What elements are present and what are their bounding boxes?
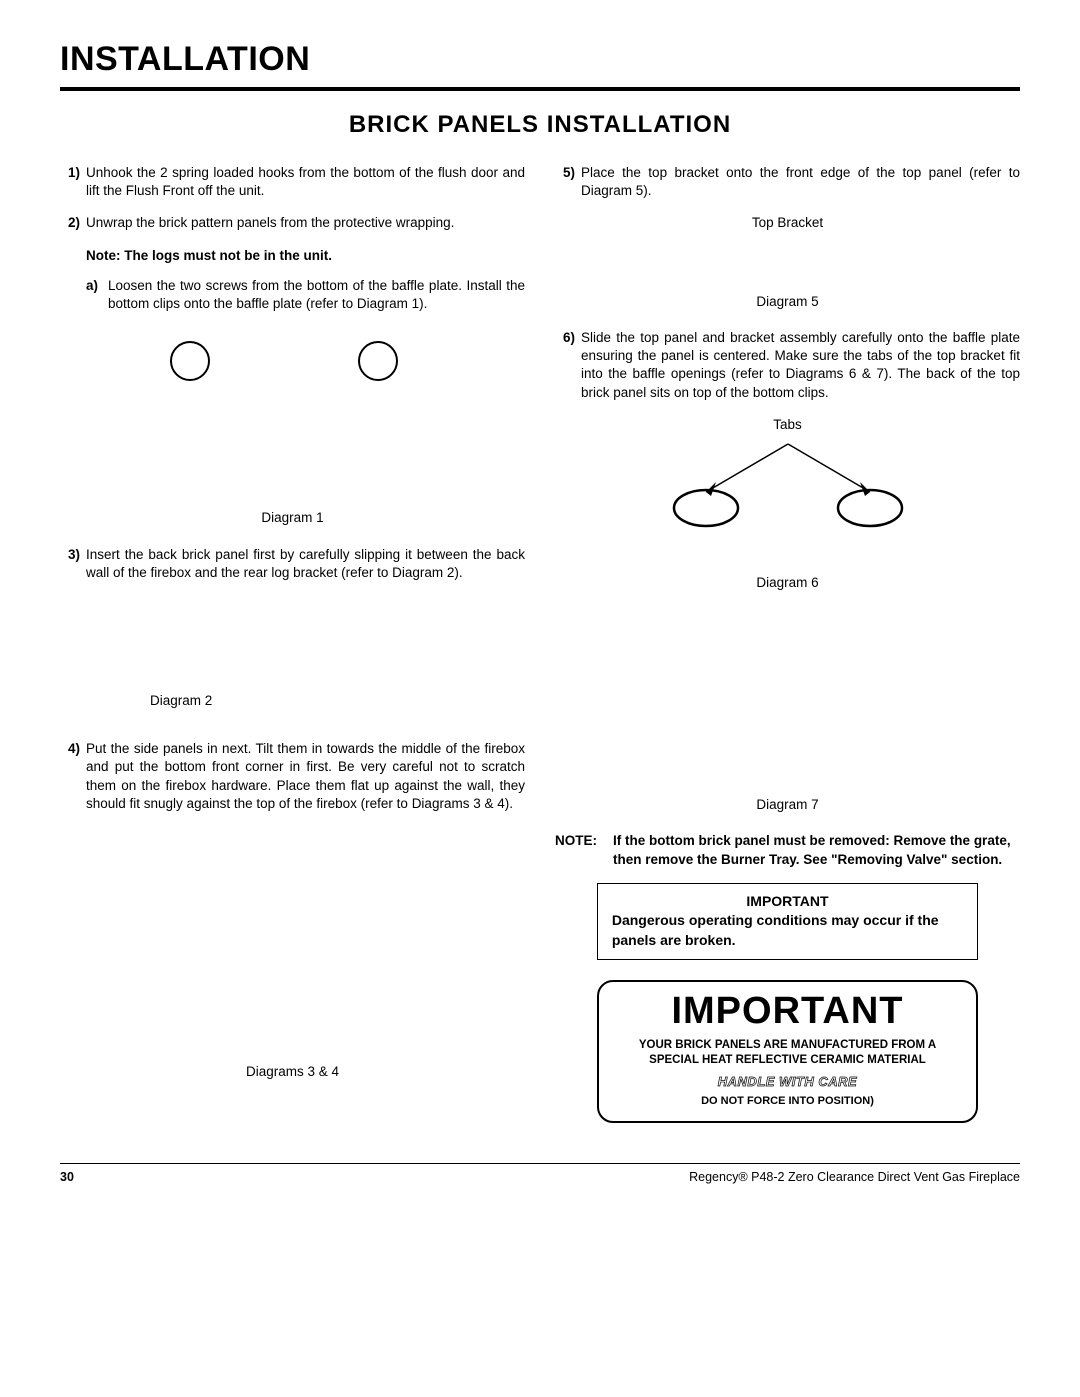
diagram-34-area [60, 827, 525, 1057]
important-card-title: IMPORTANT [615, 992, 960, 1030]
page-footer: 30 Regency® P48-2 Zero Clearance Direct … [60, 1170, 1020, 1184]
tabs-arrows-icon [658, 438, 918, 528]
callout-circle-icon [170, 341, 210, 381]
step-4: 4) Put the side panels in next. Tilt the… [60, 740, 525, 813]
note-body: If the bottom brick panel must be remove… [613, 832, 1020, 868]
tabs-diagram: Tabs [555, 416, 1020, 528]
important-body: Dangerous operating conditions may occur… [612, 911, 963, 950]
important-heading: IMPORTANT [612, 892, 963, 912]
substep-a: a) Loosen the two screws from the bottom… [86, 277, 525, 313]
diagram-2-caption: Diagram 2 [150, 692, 525, 710]
step-number: 5) [555, 164, 581, 200]
important-card: IMPORTANT YOUR BRICK PANELS ARE MANUFACT… [597, 980, 978, 1123]
step-text: Unwrap the brick pattern panels from the… [86, 214, 525, 232]
step-number: 1) [60, 164, 86, 200]
spacer [555, 528, 1020, 568]
callout-circle-icon [358, 341, 398, 381]
step-number: 2) [60, 214, 86, 232]
page: INSTALLATION BRICK PANELS INSTALLATION 1… [0, 0, 1080, 1214]
step-text: Put the side panels in next. Tilt them i… [86, 740, 525, 813]
top-rule [60, 87, 1020, 91]
step-text: Insert the back brick panel first by car… [86, 546, 525, 582]
section-title: BRICK PANELS INSTALLATION [60, 111, 1020, 139]
bottom-rule [60, 1163, 1020, 1164]
left-column: 1) Unhook the 2 spring loaded hooks from… [60, 164, 525, 1123]
step-2: 2) Unwrap the brick pattern panels from … [60, 214, 525, 232]
handle-with-care: HANDLE WITH CARE [615, 1073, 960, 1091]
important-card-line2: DO NOT FORCE INTO POSITION) [615, 1094, 960, 1109]
right-column: 5) Place the top bracket onto the front … [555, 164, 1020, 1123]
step-text: Place the top bracket onto the front edg… [581, 164, 1020, 200]
step-6: 6) Slide the top panel and bracket assem… [555, 329, 1020, 402]
step-3: 3) Insert the back brick panel first by … [60, 546, 525, 582]
step-number: 3) [60, 546, 86, 582]
page-number: 30 [60, 1170, 74, 1184]
step-text: Unhook the 2 spring loaded hooks from th… [86, 164, 525, 200]
important-card-line1: YOUR BRICK PANELS ARE MANUFACTURED FROM … [615, 1038, 960, 1069]
substep-label: a) [86, 277, 108, 313]
important-warning-box: IMPORTANT Dangerous operating conditions… [597, 883, 978, 960]
diagram-34-caption: Diagrams 3 & 4 [60, 1063, 525, 1081]
two-column-layout: 1) Unhook the 2 spring loaded hooks from… [60, 164, 1020, 1123]
step-5: 5) Place the top bracket onto the front … [555, 164, 1020, 200]
note-block: NOTE: If the bottom brick panel must be … [555, 832, 1020, 868]
diagram-1-caption: Diagram 1 [60, 509, 525, 527]
diagram-1-area [60, 323, 525, 503]
substep-text: Loosen the two screws from the bottom of… [108, 277, 525, 313]
step-1: 1) Unhook the 2 spring loaded hooks from… [60, 164, 525, 200]
diagram-2-area [60, 596, 525, 686]
diagram-5-caption: Diagram 5 [555, 293, 1020, 311]
step-number: 4) [60, 740, 86, 813]
note-label: NOTE: [555, 832, 613, 868]
tabs-label: Tabs [555, 416, 1020, 434]
diagram-7-caption: Diagram 7 [555, 796, 1020, 814]
page-heading: INSTALLATION [60, 40, 1020, 79]
top-bracket-label: Top Bracket [555, 214, 1020, 232]
product-name: Regency® P48-2 Zero Clearance Direct Ven… [689, 1170, 1020, 1184]
step-text: Slide the top panel and bracket assembly… [581, 329, 1020, 402]
inline-note: Note: The logs must not be in the unit. [86, 247, 525, 265]
step-number: 6) [555, 329, 581, 402]
diagram-7-area [555, 610, 1020, 790]
diagram-6-caption: Diagram 6 [555, 574, 1020, 592]
